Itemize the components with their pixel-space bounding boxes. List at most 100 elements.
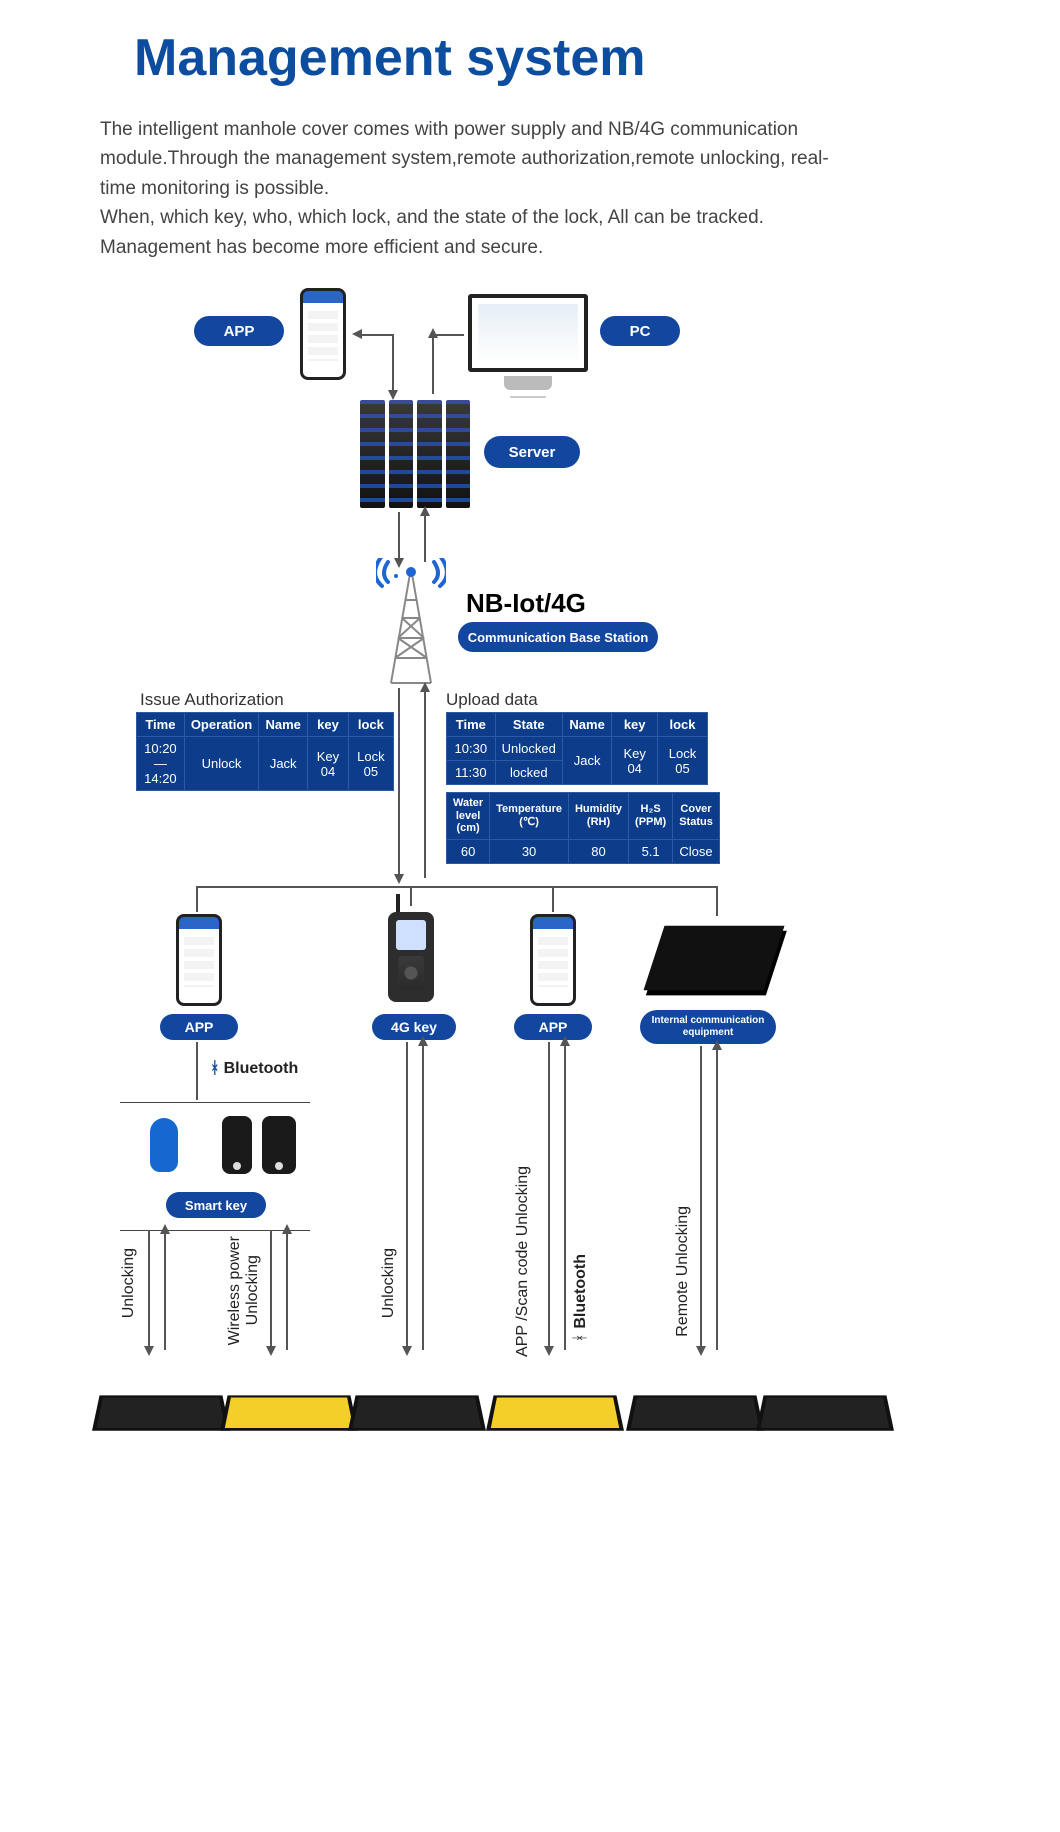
intro-text: The intelligent manhole cover comes with…: [100, 115, 860, 262]
divider: [120, 1102, 310, 1103]
table-cell: Unlocked: [495, 737, 562, 761]
connector: [716, 1046, 718, 1350]
table-header: Time: [447, 713, 496, 737]
table-cell: 10:20 — 14:20: [137, 737, 185, 791]
connector: [392, 334, 394, 394]
connector: [552, 886, 554, 912]
vtext-unlocking-2: Unlocking: [380, 1248, 398, 1318]
table-header: Time: [137, 713, 185, 737]
pill-app-b1: APP: [160, 1014, 238, 1040]
phone-app-2: [530, 914, 576, 1006]
table-header: Cover Status: [673, 793, 720, 840]
arrow: [402, 1346, 412, 1356]
manhole-cover: [220, 1395, 358, 1430]
pill-app-b2: APP: [514, 1014, 592, 1040]
arrow: [282, 1224, 292, 1234]
nb-iot-title: NB-Iot/4G: [466, 588, 586, 619]
page-title: Management system: [134, 28, 646, 88]
table-header: lock: [658, 713, 708, 737]
connector: [700, 1046, 702, 1350]
arrow: [394, 874, 404, 884]
arrow: [420, 506, 430, 516]
connector: [410, 886, 412, 906]
connector: [434, 334, 464, 336]
connector: [548, 1042, 550, 1350]
sensor-table: Water level (cm)Temperature (℃)Humidity …: [446, 792, 720, 864]
arrow: [560, 1036, 570, 1046]
vtext-remote: Remote Unlocking: [674, 1206, 692, 1337]
bus-line: [196, 886, 718, 888]
pill-4gkey: 4G key: [372, 1014, 456, 1040]
connector: [424, 688, 426, 878]
connector: [196, 1042, 198, 1100]
connector: [286, 1230, 288, 1350]
table-header: Name: [562, 713, 612, 737]
arrow: [266, 1346, 276, 1356]
phone-app-1: [176, 914, 222, 1006]
table-cell: 5.1: [629, 839, 673, 863]
arrow: [420, 682, 430, 692]
connector: [422, 1042, 424, 1350]
arrow: [544, 1346, 554, 1356]
manhole-cover: [626, 1395, 764, 1430]
table-cell: Key 04: [308, 737, 349, 791]
arrow: [418, 1036, 428, 1046]
vtext-unlocking-1: Unlocking: [120, 1248, 138, 1318]
internal-equipment-panel: [644, 926, 785, 991]
upload-table: TimeStateNamekeylock10:30UnlockedJackKey…: [446, 712, 708, 785]
table-header: key: [308, 713, 349, 737]
radio-tower: [376, 558, 446, 688]
connector: [270, 1230, 272, 1350]
table-header: lock: [348, 713, 393, 737]
manhole-cover: [486, 1395, 624, 1430]
arrow: [388, 390, 398, 400]
server-racks: [360, 400, 470, 508]
table-cell: 60: [447, 839, 490, 863]
pill-server: Server: [484, 436, 580, 468]
connector: [716, 886, 718, 916]
pc-monitor: [468, 294, 588, 372]
vtext-appscan: APP /Scan code Unlocking: [514, 1166, 532, 1357]
handheld-4g-key: [388, 912, 434, 1002]
table-header: Operation: [184, 713, 258, 737]
arrow: [428, 328, 438, 338]
bluetooth-icon: ᚼ: [210, 1060, 220, 1077]
smart-key-blue: [150, 1118, 178, 1172]
table-header: Water level (cm): [447, 793, 490, 840]
label-upload-data: Upload data: [446, 690, 538, 710]
manhole-cover: [756, 1395, 894, 1430]
table-cell: Lock 05: [658, 737, 708, 785]
arrow: [352, 329, 362, 339]
connector: [406, 1042, 408, 1350]
manhole-cover: [348, 1395, 486, 1430]
table-header: H₂S (PPM): [629, 793, 673, 840]
connector: [398, 688, 400, 878]
connector: [164, 1230, 166, 1350]
arrow: [696, 1346, 706, 1356]
arrow: [160, 1224, 170, 1234]
vtext-wireless: Wireless power Unlocking: [226, 1236, 262, 1345]
table-header: Temperature (℃): [490, 793, 569, 840]
smart-key-black-1: [222, 1116, 252, 1174]
table-cell: locked: [495, 761, 562, 785]
connector: [564, 1042, 566, 1350]
phone-top: [300, 288, 346, 380]
pill-app-top: APP: [194, 316, 284, 346]
table-cell: Lock 05: [348, 737, 393, 791]
table-header: Humidity (RH): [568, 793, 628, 840]
table-cell: 80: [568, 839, 628, 863]
arrow: [712, 1040, 722, 1050]
table-cell: Jack: [259, 737, 308, 791]
vtext-bluetooth: ᚼ Bluetooth: [572, 1254, 590, 1343]
connector: [424, 512, 426, 562]
table-cell: 30: [490, 839, 569, 863]
connector: [398, 512, 400, 562]
table-cell: Jack: [562, 737, 612, 785]
manhole-cover: [92, 1395, 230, 1430]
table-cell: Close: [673, 839, 720, 863]
pill-comm-base: Communication Base Station: [458, 622, 658, 652]
bluetooth-label: ᚼBluetooth: [210, 1060, 298, 1078]
table-cell: 11:30: [447, 761, 496, 785]
table-header: Name: [259, 713, 308, 737]
table-cell: Key 04: [612, 737, 658, 785]
